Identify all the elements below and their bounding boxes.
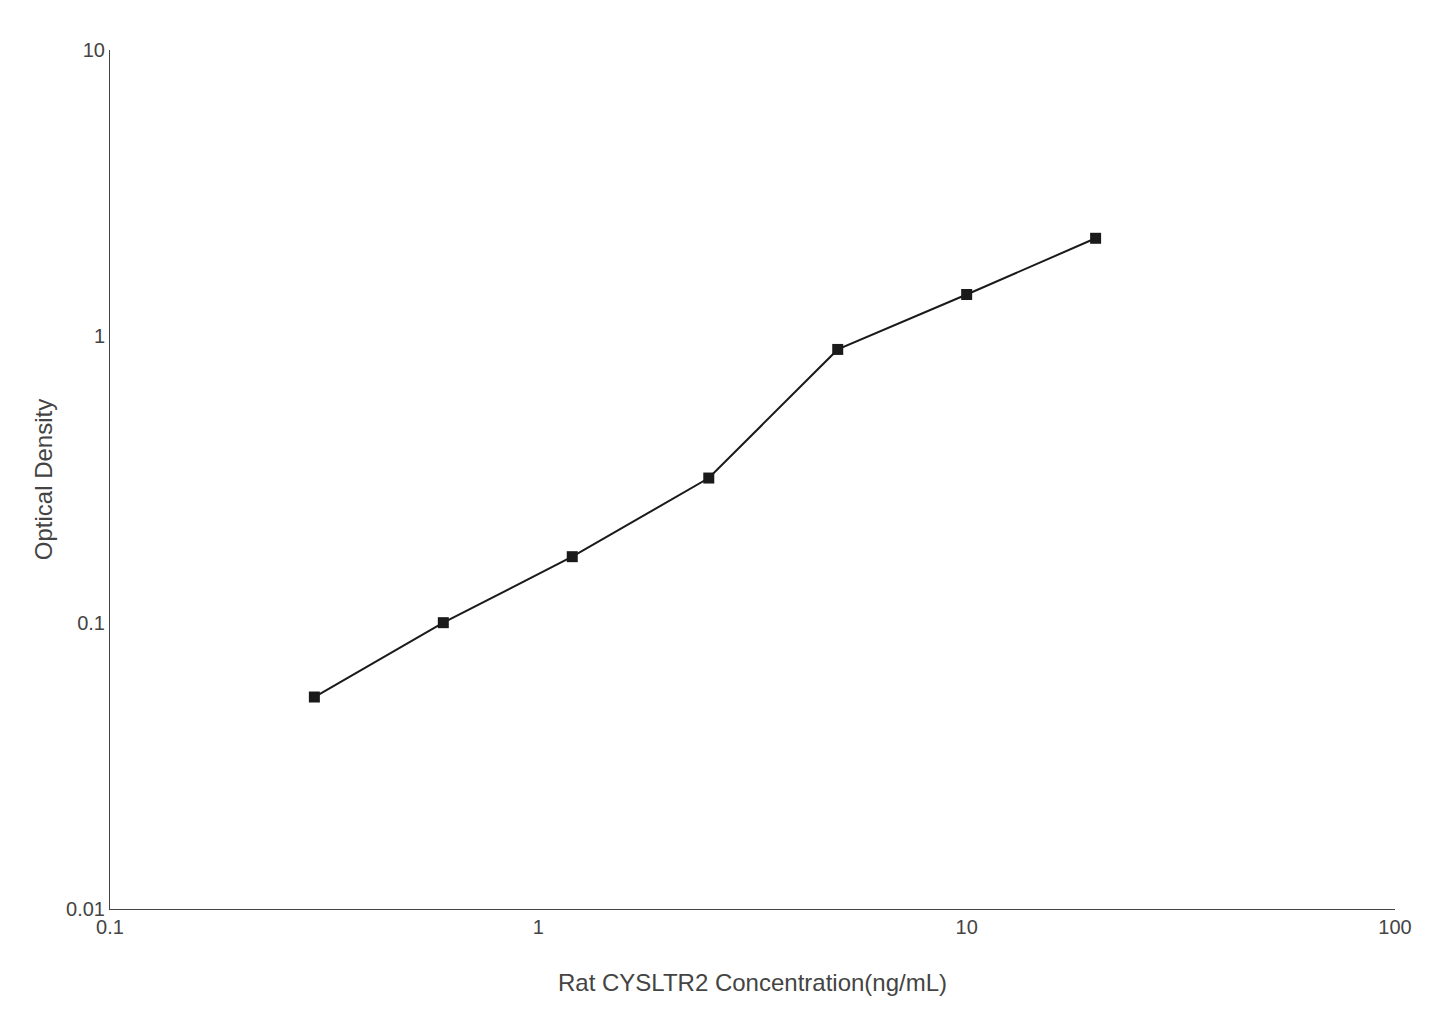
svg-text:Optical Density: Optical Density [30, 399, 57, 560]
svg-text:10: 10 [83, 39, 105, 61]
svg-text:0.01: 0.01 [66, 898, 105, 920]
svg-text:100: 100 [1378, 916, 1411, 938]
svg-text:1: 1 [94, 325, 105, 347]
svg-text:0.1: 0.1 [77, 612, 105, 634]
svg-text:1: 1 [533, 916, 544, 938]
svg-text:10: 10 [956, 916, 978, 938]
svg-text:Rat CYSLTR2 Concentration(ng/m: Rat CYSLTR2 Concentration(ng/mL) [558, 969, 947, 996]
svg-text:0.1: 0.1 [96, 916, 124, 938]
